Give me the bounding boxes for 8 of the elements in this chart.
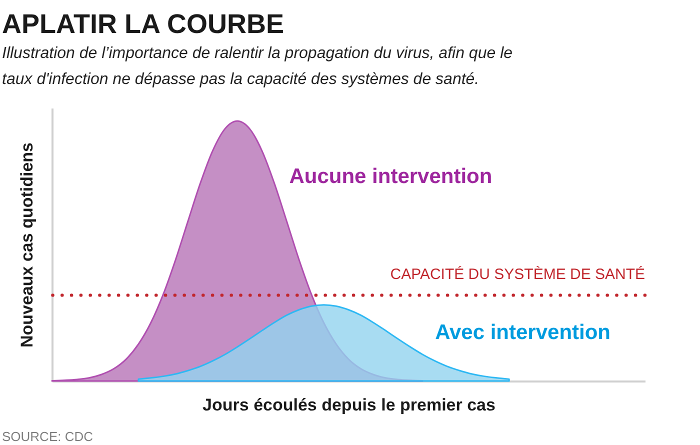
ref-line-label: CAPACITÉ DU SYSTÈME DE SANTÉ	[390, 265, 645, 284]
chart-subtitle: Illustration de l’importance de ralentir la propagation du virus, afin que le taux d'infection ne dépasse pas la capacité des systèmes de santé.	[2, 45, 513, 88]
chart-title: APLATIR LA COURBE	[2, 9, 284, 39]
series-label: Aucune intervention	[289, 165, 492, 188]
series-label: Avec intervention	[435, 320, 611, 344]
source-note: SOURCE: CDC	[2, 429, 94, 444]
y-axis-title: Nouveaux cas quotidiens	[18, 142, 36, 348]
x-axis-title: Jours écoulés depuis le premier cas	[202, 396, 496, 414]
